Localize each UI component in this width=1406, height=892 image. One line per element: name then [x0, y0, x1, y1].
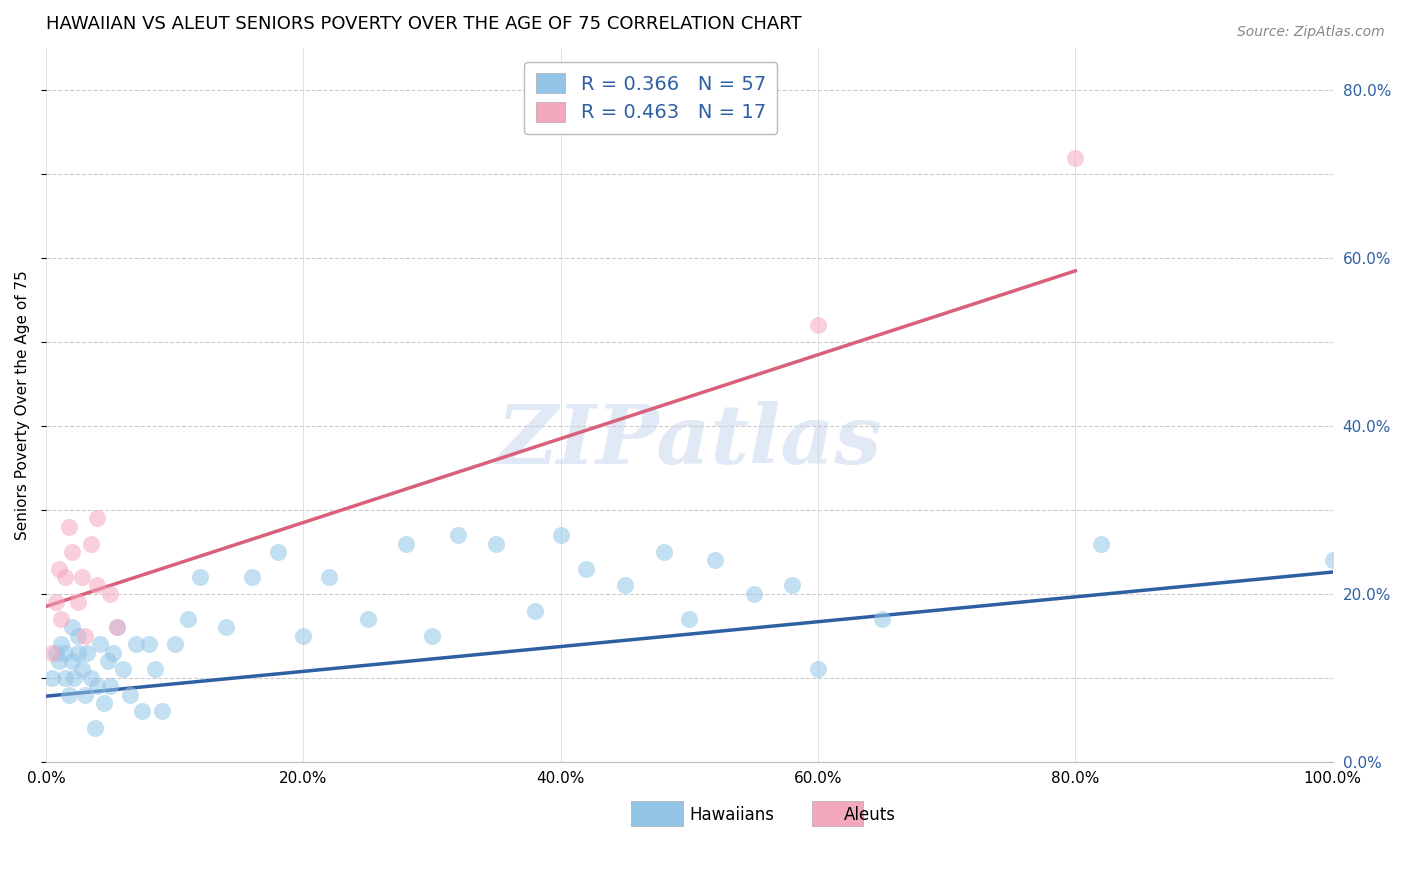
Point [550, 528, 572, 542]
Point [215, 620, 238, 634]
Point [420, 629, 443, 643]
Point [60, 545, 83, 559]
Text: ZIPatlas: ZIPatlas [496, 401, 882, 481]
Point [48, 654, 70, 668]
Point [1064, 151, 1087, 165]
Point [80, 671, 103, 685]
Point [112, 662, 135, 676]
Y-axis label: Seniors Poverty Over the Age of 75: Seniors Poverty Over the Age of 75 [15, 270, 30, 540]
Point [51, 612, 73, 626]
Point [742, 587, 765, 601]
Point [51, 637, 73, 651]
Point [782, 578, 804, 592]
Point [105, 620, 128, 634]
Point [131, 704, 153, 718]
Point [73, 688, 96, 702]
Point [266, 545, 288, 559]
Point [70, 662, 93, 676]
Point [93, 696, 115, 710]
Point [41, 671, 63, 685]
Point [125, 637, 148, 651]
Point [292, 629, 315, 643]
Point [76, 646, 98, 660]
Point [357, 612, 380, 626]
Point [872, 612, 894, 626]
Point [704, 553, 727, 567]
Point [485, 536, 508, 550]
Point [98, 587, 121, 601]
Point [89, 637, 111, 651]
Point [73, 629, 96, 643]
Point [53, 646, 76, 660]
Point [80, 536, 103, 550]
FancyBboxPatch shape [631, 801, 683, 826]
Point [63, 671, 86, 685]
Point [83, 721, 105, 735]
Point [807, 662, 830, 676]
Point [48, 562, 70, 576]
Point [101, 646, 124, 660]
Legend: R = 0.366   N = 57, R = 0.463   N = 17: R = 0.366 N = 57, R = 0.463 N = 17 [524, 62, 778, 134]
FancyBboxPatch shape [811, 801, 863, 826]
Text: Hawaiians: Hawaiians [689, 806, 775, 824]
Point [58, 688, 80, 702]
Point [53, 671, 76, 685]
Point [67, 595, 90, 609]
Point [678, 612, 700, 626]
Point [523, 604, 546, 618]
Point [53, 570, 76, 584]
Point [614, 578, 637, 592]
Point [86, 578, 108, 592]
Point [395, 536, 418, 550]
Point [45, 595, 67, 609]
Point [240, 570, 263, 584]
Point [60, 654, 83, 668]
Point [67, 629, 90, 643]
Point [41, 646, 63, 660]
Point [118, 688, 141, 702]
Text: Source: ZipAtlas.com: Source: ZipAtlas.com [1237, 25, 1385, 39]
Point [45, 646, 67, 660]
Point [447, 528, 470, 542]
Point [1322, 553, 1344, 567]
Point [98, 679, 121, 693]
Point [318, 570, 340, 584]
Point [190, 570, 212, 584]
Text: Aleuts: Aleuts [844, 806, 896, 824]
Point [97, 654, 120, 668]
Point [86, 511, 108, 525]
Point [150, 704, 173, 718]
Point [70, 570, 93, 584]
Point [143, 662, 166, 676]
Point [105, 620, 128, 634]
Point [58, 519, 80, 533]
Point [67, 646, 90, 660]
Point [60, 620, 83, 634]
Point [138, 637, 160, 651]
Point [86, 679, 108, 693]
Point [1090, 536, 1112, 550]
Point [575, 562, 598, 576]
Point [163, 637, 186, 651]
Point [807, 318, 830, 333]
Text: HAWAIIAN VS ALEUT SENIORS POVERTY OVER THE AGE OF 75 CORRELATION CHART: HAWAIIAN VS ALEUT SENIORS POVERTY OVER T… [46, 15, 801, 33]
Point [176, 612, 198, 626]
Point [652, 545, 675, 559]
